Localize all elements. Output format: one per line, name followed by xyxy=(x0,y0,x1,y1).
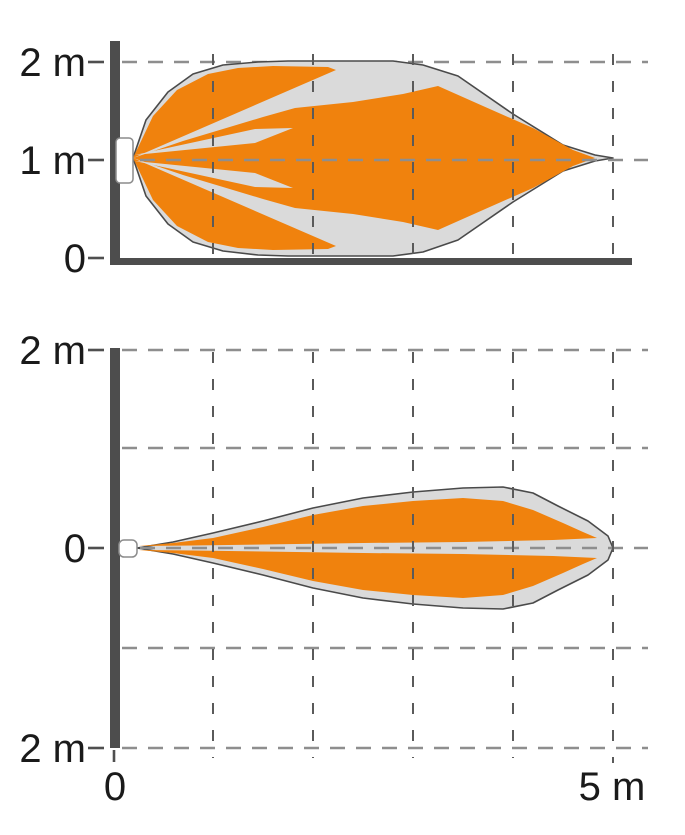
side-view-lobe-top xyxy=(133,66,336,158)
top-view-wall xyxy=(110,348,120,748)
side-view-sensor xyxy=(115,137,134,184)
top-view-chart: 2 m 0 2 m 0 5 m xyxy=(19,329,648,809)
side-view-lobe-central xyxy=(133,86,595,230)
side-view-wall xyxy=(110,41,120,265)
side-view-label-1m: 1 m xyxy=(19,139,86,183)
top-view-label-minus2m: 2 m xyxy=(19,727,86,771)
x-axis-label-5m: 5 m xyxy=(579,765,646,809)
side-view-label-2m: 2 m xyxy=(19,41,86,85)
side-view-label-0: 0 xyxy=(64,237,86,281)
top-view-label-plus2m: 2 m xyxy=(19,329,86,373)
top-view-lobe-lower xyxy=(139,550,597,598)
side-view-vertical-gridlines xyxy=(212,54,614,257)
side-view-chart: 2 m 1 m 0 xyxy=(19,41,648,281)
top-view-h-gridlines-under xyxy=(122,348,648,750)
top-view-x-labels: 0 5 m xyxy=(104,765,645,809)
side-view-y-labels: 2 m 1 m 0 xyxy=(19,41,86,281)
top-view-axis-ticks xyxy=(88,348,116,762)
side-view-floor xyxy=(110,258,632,265)
side-view-gap-sliver-lower xyxy=(135,161,293,188)
top-view-lobe-upper xyxy=(139,498,597,546)
x-axis-label-0: 0 xyxy=(104,765,126,809)
top-view-sensor xyxy=(118,539,138,558)
top-view-y-labels: 2 m 0 2 m xyxy=(19,329,86,771)
side-view-lobe-bottom xyxy=(133,158,336,250)
top-view-label-0: 0 xyxy=(64,527,86,571)
side-view-axis-ticks xyxy=(88,60,104,260)
